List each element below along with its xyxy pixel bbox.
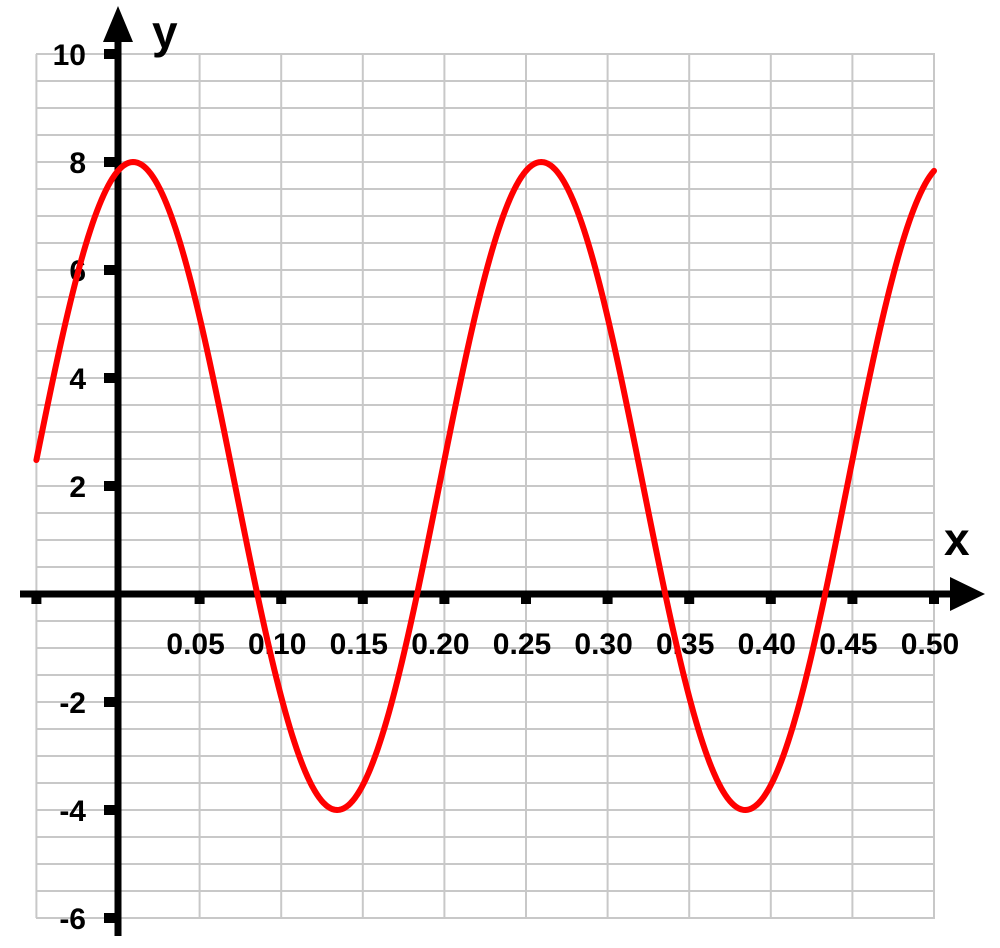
y-tick-label: -2 [59, 687, 86, 720]
x-tick-label: 0.50 [901, 628, 959, 661]
y-tick-label: 10 [53, 39, 86, 72]
y-axis-label: y [152, 6, 178, 58]
y-tick-mark [104, 49, 116, 59]
x-tick-mark [439, 594, 450, 604]
y-tick-mark [104, 373, 116, 383]
tick-marks [31, 49, 939, 923]
series-line [33, 159, 937, 813]
x-tick-mark [31, 594, 42, 604]
x-tick-labels: 0.05 0.10 0.15 0.20 0.25 0.30 0.35 0.40 0.45 0.50 [166, 628, 959, 661]
axes [20, 6, 985, 936]
y-tick-label: 8 [69, 147, 86, 180]
x-tick-mark [602, 594, 613, 604]
x-tick-label: 0.45 [819, 628, 877, 661]
y-tick-label: 4 [69, 363, 86, 396]
x-axis-arrow [950, 577, 985, 611]
x-tick-label: 0.20 [411, 628, 469, 661]
x-tick-label: 0.30 [574, 628, 632, 661]
x-tick-mark [847, 594, 858, 604]
y-tick-label: -6 [59, 903, 86, 936]
y-tick-mark [104, 157, 116, 167]
x-tick-mark [357, 594, 368, 604]
y-tick-mark [104, 481, 116, 491]
y-axis-arrow [103, 6, 133, 42]
x-tick-label: 0.15 [330, 628, 388, 661]
x-tick-mark [194, 594, 205, 604]
x-tick-label: 0.10 [248, 628, 306, 661]
x-tick-mark [684, 594, 695, 604]
x-tick-label: 0.35 [656, 628, 714, 661]
x-tick-mark [521, 594, 531, 604]
x-axis-label: x [944, 513, 970, 565]
x-tick-label: 0.25 [493, 628, 551, 661]
x-tick-mark [929, 594, 939, 604]
y-tick-mark [104, 913, 116, 923]
x-tick-mark [765, 594, 776, 604]
y-tick-label: -4 [59, 795, 86, 828]
y-tick-mark [104, 265, 116, 275]
grid [35, 53, 935, 919]
y-tick-mark [104, 697, 116, 707]
y-tick-mark [104, 805, 116, 815]
x-tick-label: 0.05 [166, 628, 224, 661]
y-tick-label: 2 [69, 471, 86, 504]
x-tick-mark [276, 594, 287, 604]
x-tick-label: 0.40 [738, 628, 796, 661]
